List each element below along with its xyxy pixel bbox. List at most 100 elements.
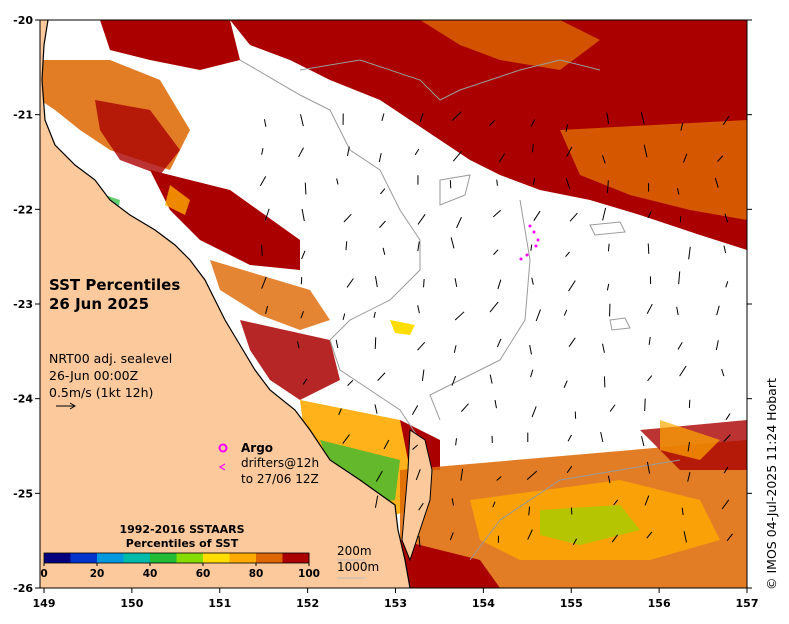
current-arrow: [683, 531, 687, 543]
current-arrow: [300, 311, 304, 319]
current-arrow: [494, 399, 497, 409]
current-arrow: [681, 507, 684, 516]
current-arrow: [496, 338, 502, 348]
current-arrow: [296, 341, 300, 349]
current-arrow: [678, 271, 681, 285]
current-arrow: [345, 241, 348, 251]
map-title: SST Percentiles 26 Jun 2025: [49, 276, 180, 314]
current-arrow: [533, 210, 541, 221]
current-arrow: [725, 281, 729, 288]
lon-tick-label: 149: [33, 597, 56, 610]
current-arrow: [646, 531, 653, 539]
current-arrow: [421, 369, 425, 382]
argo-legend-icon: [218, 443, 228, 453]
current-arrow: [451, 375, 457, 386]
current-arrow: [496, 179, 498, 186]
current-arrow: [563, 380, 568, 388]
current-arrow: [526, 470, 538, 481]
land-mass: [40, 20, 410, 588]
current-arrow: [265, 305, 269, 315]
drifter-legend-icon: [218, 463, 226, 471]
current-arrow: [453, 345, 457, 353]
current-arrow: [606, 112, 610, 125]
current-arrow: [568, 337, 576, 347]
current-arrow: [261, 148, 264, 155]
current-arrow: [489, 301, 499, 313]
current-arrow: [417, 305, 420, 314]
current-arrow: [687, 472, 691, 482]
lon-tick-label: 153: [384, 597, 407, 610]
current-arrow: [683, 153, 688, 163]
current-arrow: [726, 533, 733, 542]
current-arrow: [383, 439, 390, 450]
lat-tick-label: -22: [13, 203, 33, 216]
current-arrow: [497, 279, 502, 290]
lat-tick-label: -21: [13, 109, 33, 122]
current-arrow: [449, 532, 454, 541]
current-arrow: [492, 209, 501, 218]
copyright-notice: © IMOS 04-Jul-2025 11:24 Hobart: [764, 378, 779, 590]
current-arrow: [723, 434, 731, 443]
drifter-label-line-1: drifters@12h: [241, 456, 320, 470]
current-arrow: [302, 378, 308, 385]
contour-legend: 200m 1000m: [337, 543, 379, 575]
lat-tick-label: -26: [13, 582, 33, 595]
current-arrow: [335, 339, 339, 349]
current-arrow: [565, 124, 569, 132]
depth-contours: [239, 59, 681, 561]
coastline: [41, 19, 411, 589]
current-arrow: [298, 147, 304, 158]
current-arrow: [606, 283, 610, 291]
title-line-2: 26 Jun 2025: [49, 295, 150, 313]
current-arrow: [342, 313, 346, 321]
current-arrow: [338, 408, 342, 415]
current-arrow: [417, 341, 426, 351]
current-arrow: [600, 431, 604, 443]
argo-label: Argo: [241, 441, 274, 455]
colorbar-segment: [97, 553, 124, 563]
current-arrow: [530, 369, 534, 378]
title-line-1: SST Percentiles: [49, 276, 181, 294]
current-arrow: [377, 372, 386, 381]
info-line-1: NRT00 adj. sealevel: [49, 351, 173, 366]
contour-1000m-label: 1000m: [337, 560, 380, 574]
current-arrow: [417, 241, 420, 252]
current-arrow: [489, 374, 493, 384]
current-arrow: [723, 466, 729, 474]
current-arrow: [304, 182, 307, 195]
current-arrow: [451, 111, 462, 121]
current-arrow: [374, 276, 378, 288]
current-arrow: [301, 250, 306, 260]
current-arrow: [715, 340, 719, 351]
colorbar-segment: [176, 553, 204, 563]
current-arrow: [374, 495, 379, 508]
latitude-ticks: -20 -21 -22 -23 -24 -25 -26: [13, 14, 752, 595]
colorbar-tick-label: 20: [90, 568, 105, 580]
colorbar-tick-label: 100: [298, 568, 320, 580]
current-arrow: [412, 444, 419, 450]
scale-arrow-head: [69, 402, 76, 410]
current-arrow: [563, 309, 568, 316]
current-arrow: [531, 406, 537, 418]
current-arrow: [567, 434, 572, 442]
colorbar-ticks: 0 20 40 60 80 100: [40, 563, 320, 580]
current-arrow: [411, 405, 419, 416]
current-arrow: [259, 176, 267, 187]
current-arrow: [496, 476, 502, 481]
current-arrow: [418, 502, 424, 511]
current-arrow: [606, 180, 609, 193]
current-arrow: [452, 151, 462, 162]
current-arrow: [569, 212, 578, 222]
current-arrow: [419, 112, 424, 123]
current-arrow: [646, 461, 651, 474]
current-arrow: [529, 345, 533, 355]
current-arrow: [721, 369, 725, 377]
colorbar-segment: [150, 553, 177, 563]
current-arrow: [566, 146, 573, 157]
current-arrow: [647, 243, 650, 254]
current-arrow: [261, 276, 267, 289]
current-arrow: [455, 438, 458, 446]
current-arrow: [688, 246, 691, 260]
current-arrow: [346, 146, 350, 156]
current-arrow: [454, 278, 458, 287]
